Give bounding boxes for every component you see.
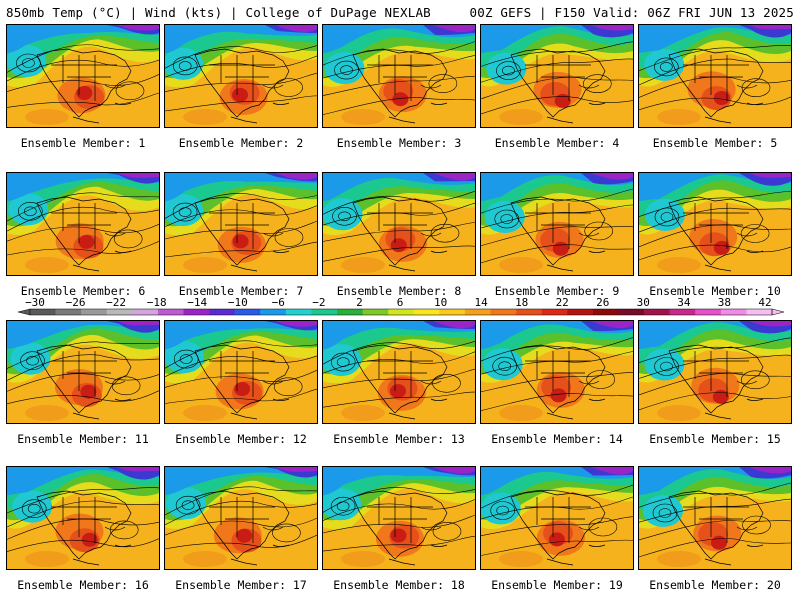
- ensemble-member-label: Ensemble Member: 9: [494, 284, 620, 298]
- colorbar-tick-label: −14: [187, 296, 208, 309]
- ensemble-map-panel: [6, 24, 160, 128]
- ensemble-member-label: Ensemble Member: 13: [333, 432, 465, 446]
- temperature-colorbar: [17, 308, 785, 316]
- colorbar-tick-label: −2: [312, 296, 326, 309]
- colorbar-segment: [746, 309, 773, 315]
- colorbar-segment: [183, 309, 210, 315]
- colorbar-segment: [439, 309, 466, 315]
- colorbar-segment: [132, 309, 159, 315]
- colorbar-segment: [618, 309, 645, 315]
- colorbar-outline: [29, 308, 773, 316]
- ensemble-map-panel: [638, 172, 792, 276]
- ensemble-map-panel: [480, 466, 634, 570]
- colorbar-tick-label: 6: [396, 296, 404, 309]
- ensemble-map-panel: [322, 466, 476, 570]
- colorbar-segment: [669, 309, 696, 315]
- colorbar-segment: [720, 309, 747, 315]
- colorbar-tick-label: 42: [758, 296, 772, 309]
- colorbar-arrow-left: [17, 308, 31, 316]
- ensemble-member-label: Ensemble Member: 11: [17, 432, 149, 446]
- model-run-info: 00Z GEFS | F150 Valid: 06Z FRI JUN 13 20…: [469, 5, 794, 20]
- ensemble-member-label: Ensemble Member: 6: [20, 284, 146, 298]
- colorbar-segment: [260, 309, 287, 315]
- ensemble-member-label: Ensemble Member: 10: [649, 284, 781, 298]
- colorbar-segment: [541, 309, 568, 315]
- colorbar-segment: [413, 309, 440, 315]
- ensemble-map-panel: [322, 172, 476, 276]
- ensemble-member-label: Ensemble Member: 3: [336, 136, 462, 150]
- colorbar-segment: [464, 309, 491, 315]
- chart-title: 850mb Temp (°C) | Wind (kts) | College o…: [6, 5, 431, 20]
- ensemble-member-label: Ensemble Member: 18: [333, 578, 465, 592]
- colorbar-tick-label: 14: [474, 296, 488, 309]
- ensemble-member-label: Ensemble Member: 16: [17, 578, 149, 592]
- colorbar-segment: [337, 309, 363, 315]
- ensemble-member-label: Ensemble Member: 7: [178, 284, 304, 298]
- ensemble-member-label: Ensemble Member: 1: [20, 136, 146, 150]
- ensemble-map-panel: [638, 466, 792, 570]
- colorbar-segment: [81, 309, 108, 315]
- ensemble-member-label: Ensemble Member: 12: [175, 432, 307, 446]
- colorbar-tick-label: 34: [677, 296, 691, 309]
- ensemble-map-panel: [322, 320, 476, 424]
- colorbar-tick-label: −30: [25, 296, 45, 309]
- ensemble-map-panel: [638, 320, 792, 424]
- ensemble-map-panel: [638, 24, 792, 128]
- colorbar-tick-label: −10: [227, 296, 248, 309]
- ensemble-member-label: Ensemble Member: 19: [491, 578, 623, 592]
- ensemble-map-panel: [480, 320, 634, 424]
- colorbar-segment: [285, 309, 312, 315]
- colorbar-segment: [55, 309, 82, 315]
- ensemble-member-label: Ensemble Member: 14: [491, 432, 623, 446]
- colorbar-segment: [362, 309, 389, 315]
- ensemble-map-panel: [480, 24, 634, 128]
- colorbar-tick-label: −26: [65, 296, 86, 309]
- colorbar-segment: [311, 309, 338, 315]
- ensemble-map-panel: [480, 172, 634, 276]
- colorbar-tick-label: −22: [106, 296, 127, 309]
- ensemble-map-panel: [6, 466, 160, 570]
- colorbar-segment: [695, 309, 722, 315]
- colorbar-tick-label: 2: [356, 296, 363, 309]
- ensemble-map-panel: [6, 320, 160, 424]
- colorbar-tick-label: 18: [515, 296, 529, 309]
- ensemble-member-label: Ensemble Member: 8: [336, 284, 462, 298]
- colorbar-arrow-right: [771, 308, 785, 316]
- colorbar-tick-label: 26: [596, 296, 610, 309]
- colorbar-tick-label: −18: [146, 296, 167, 309]
- colorbar-segment: [234, 309, 261, 315]
- colorbar-segment: [567, 309, 594, 315]
- ensemble-map-panel: [164, 466, 318, 570]
- colorbar-segment: [209, 309, 235, 315]
- colorbar-tick-label: 38: [717, 296, 732, 309]
- colorbar-tick-label: 30: [636, 296, 650, 309]
- ensemble-member-label: Ensemble Member: 4: [494, 136, 620, 150]
- colorbar-segment: [490, 309, 517, 315]
- colorbar-tick-label: −6: [271, 296, 285, 309]
- colorbar-segment: [106, 309, 133, 315]
- ensemble-map-panel: [164, 172, 318, 276]
- ensemble-member-label: Ensemble Member: 20: [649, 578, 781, 592]
- colorbar-segment: [30, 309, 56, 315]
- colorbar-tick-label: 22: [555, 296, 569, 309]
- ensemble-member-label: Ensemble Member: 2: [178, 136, 304, 150]
- ensemble-map-panel: [164, 24, 318, 128]
- colorbar-segment: [388, 309, 415, 315]
- ensemble-member-label: Ensemble Member: 5: [652, 136, 778, 150]
- ensemble-member-label: Ensemble Member: 15: [649, 432, 781, 446]
- colorbar-segment: [592, 309, 619, 315]
- ensemble-map-panel: [6, 172, 160, 276]
- ensemble-member-label: Ensemble Member: 17: [175, 578, 307, 592]
- colorbar-tick-label: 10: [433, 296, 448, 309]
- colorbar-segment: [644, 309, 670, 315]
- ensemble-map-panel: [322, 24, 476, 128]
- colorbar-segment: [157, 309, 184, 315]
- ensemble-map-panel: [164, 320, 318, 424]
- colorbar-segment: [516, 309, 543, 315]
